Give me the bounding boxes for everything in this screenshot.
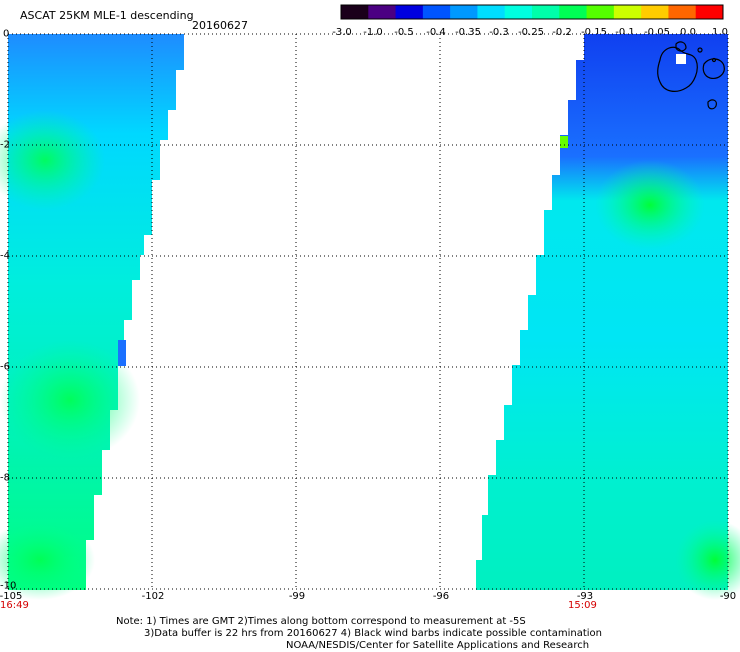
colorbar-cell bbox=[450, 5, 478, 19]
lat-label: -6 bbox=[0, 361, 10, 373]
colorbar-cell bbox=[477, 5, 506, 19]
colorbar-label: 0.0 bbox=[680, 27, 696, 38]
lat-label: -10 bbox=[0, 580, 17, 592]
colorbar-cell bbox=[668, 5, 697, 19]
lon-label: -99 bbox=[288, 591, 306, 602]
colorbar-label: -1.0 bbox=[363, 27, 383, 38]
map-title: ASCAT 25KM MLE-1 descending bbox=[20, 9, 194, 22]
time-left: 16:49 bbox=[0, 600, 29, 611]
grid-lines bbox=[7, 33, 729, 590]
colorbar-cell bbox=[341, 5, 369, 19]
right-swath bbox=[476, 34, 728, 590]
map-date: 20160627 bbox=[192, 19, 248, 32]
colorbar-cell bbox=[395, 5, 424, 19]
colorbar-label: -0.35 bbox=[455, 27, 481, 38]
colorbar bbox=[340, 4, 724, 20]
colorbar-cell bbox=[695, 5, 724, 19]
footnotes: Note: 1) Times are GMT 2)Times along bot… bbox=[116, 616, 602, 652]
colorbar-cell bbox=[586, 5, 615, 19]
colorbar-cell bbox=[641, 5, 669, 19]
lon-label: -102 bbox=[141, 591, 165, 602]
note-line: Note: 1) Times are GMT 2)Times along bot… bbox=[116, 616, 526, 627]
time-right: 15:09 bbox=[568, 600, 597, 611]
colorbar-cell bbox=[504, 5, 533, 19]
colorbar-label: -0.15 bbox=[581, 27, 607, 38]
colorbar-cell bbox=[559, 5, 588, 19]
colorbar-label: 1.0 bbox=[712, 27, 728, 38]
lat-label: -2 bbox=[0, 139, 10, 151]
colorbar-label: -3.0 bbox=[332, 27, 352, 38]
lon-label: -90 bbox=[719, 591, 737, 602]
colorbar-labels: -3.0 -1.0 -0.5 -0.4 -0.35 -0.3 -0.25 -0.… bbox=[332, 27, 728, 39]
lat-label: -4 bbox=[0, 250, 10, 262]
note-line: 3)Data buffer is 22 hrs from 20160627 4)… bbox=[144, 628, 602, 639]
colorbar-label: -0.4 bbox=[426, 27, 446, 38]
colorbar-label: -0.5 bbox=[394, 27, 414, 38]
colorbar-cell bbox=[613, 5, 642, 19]
note-line: NOAA/NESDIS/Center for Satellite Applica… bbox=[286, 640, 590, 651]
colorbar-label: -0.2 bbox=[552, 27, 572, 38]
colorbar-label: -0.25 bbox=[518, 27, 544, 38]
colorbar-cell bbox=[422, 5, 451, 19]
lon-label: -96 bbox=[432, 591, 450, 602]
island-outlines bbox=[657, 41, 725, 110]
lat-label: -8 bbox=[0, 472, 10, 484]
lon-label: -105 bbox=[0, 591, 23, 602]
colorbar-label: -0.3 bbox=[489, 27, 509, 38]
colorbar-label: -0.05 bbox=[644, 27, 670, 38]
lon-label: -93 bbox=[576, 591, 594, 602]
lat-label: 0 bbox=[3, 28, 10, 40]
colorbar-cell bbox=[532, 5, 560, 19]
colorbar-label: -0.1 bbox=[615, 27, 635, 38]
colorbar-cell bbox=[368, 5, 397, 19]
